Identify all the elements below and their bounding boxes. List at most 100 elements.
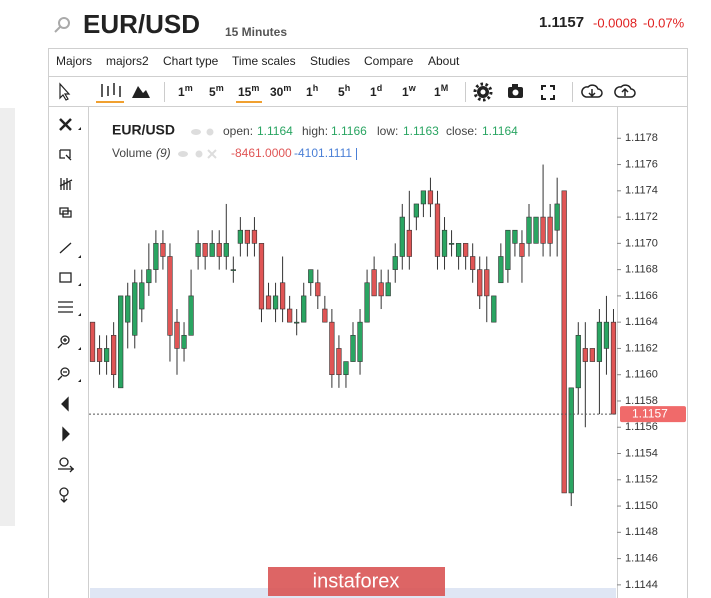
- candle-body: [336, 348, 342, 376]
- price: 1.1157: [539, 14, 584, 31]
- candle-body: [251, 229, 258, 244]
- volume-period: (9): [156, 146, 171, 160]
- candle-body: [315, 282, 321, 297]
- timeframe-unit: w: [408, 83, 417, 93]
- candle-body: [188, 295, 194, 336]
- candle-body: [512, 229, 518, 244]
- candle-body: [399, 216, 405, 257]
- timeframe-unit: h: [313, 83, 319, 93]
- timeframe-number: 1: [178, 85, 185, 99]
- candle-body: [561, 190, 567, 494]
- timeframe[interactable]: 1w: [402, 83, 417, 99]
- zoom-fit-tool[interactable]: [58, 457, 74, 473]
- candle-body: [554, 203, 560, 231]
- candle-body: [322, 308, 328, 323]
- candle-body: [484, 269, 490, 297]
- select-tool[interactable]: [59, 149, 72, 161]
- candle-body: [427, 190, 434, 205]
- timeframe-unit: h: [345, 83, 351, 93]
- candle-body: [371, 269, 377, 297]
- candle-body: [406, 229, 412, 257]
- timeframe[interactable]: 30m: [270, 83, 291, 99]
- menu-item[interactable]: Compare: [364, 54, 414, 68]
- y-tick-label: 1.1168: [625, 264, 658, 276]
- y-tick-label: 1.1176: [625, 158, 658, 170]
- menu-bar: [48, 48, 688, 77]
- cursor-tool[interactable]: [59, 82, 71, 101]
- candles: [89, 164, 617, 507]
- candle-body: [491, 295, 497, 323]
- low-value: 1.1163: [403, 124, 439, 138]
- high-value: 1.1166: [331, 124, 367, 138]
- candle-body: [132, 282, 138, 336]
- low-label: low:: [377, 124, 398, 138]
- y-tick-label: 1.1164: [625, 316, 658, 328]
- download-icon[interactable]: [581, 84, 603, 98]
- timeframe[interactable]: 1m: [178, 83, 193, 99]
- camera-icon[interactable]: [508, 84, 523, 98]
- rect-tool[interactable]: [59, 272, 72, 283]
- fib-tool[interactable]: [58, 301, 73, 313]
- candle-body: [265, 295, 272, 310]
- menu-item[interactable]: About: [428, 54, 460, 68]
- change-pct: -0.07%: [643, 15, 685, 30]
- fullscreen-icon[interactable]: [541, 85, 555, 100]
- menu-item[interactable]: Studies: [310, 54, 350, 68]
- candle-body: [519, 243, 525, 257]
- symbol: EUR/USD: [83, 9, 200, 39]
- indicator-tool[interactable]: [59, 178, 73, 190]
- candle-body: [272, 295, 279, 310]
- legend-icons: [178, 128, 217, 159]
- scroll-right[interactable]: [62, 426, 70, 442]
- candle-body: [568, 387, 574, 494]
- scroll-left[interactable]: [61, 396, 69, 412]
- menu-item[interactable]: Time scales: [232, 54, 296, 68]
- area-tool[interactable]: [132, 86, 150, 98]
- zoom-out-tool[interactable]: [57, 367, 70, 381]
- timeframe-unit: m: [251, 83, 259, 93]
- candle-body: [111, 334, 117, 376]
- timeframe[interactable]: 1M: [434, 83, 448, 99]
- timeframe-number: 30: [270, 85, 284, 99]
- settings-icon[interactable]: [473, 82, 493, 102]
- candle-body: [575, 334, 581, 389]
- timeframe-number: 1: [370, 85, 377, 99]
- menu-item[interactable]: majors2: [106, 54, 149, 68]
- candle-body: [103, 348, 110, 362]
- candle-body: [378, 282, 384, 297]
- timeframe[interactable]: 15m: [238, 83, 259, 99]
- candle-body: [89, 321, 96, 362]
- zoom-in-tool[interactable]: [57, 335, 70, 349]
- zoom-reset-tool[interactable]: [59, 487, 69, 503]
- menu-item[interactable]: Majors: [56, 54, 92, 68]
- layer-tool[interactable]: [59, 207, 72, 218]
- candle-body: [139, 282, 145, 310]
- candle-body: [146, 269, 152, 284]
- candle-body: [589, 348, 595, 362]
- y-tick-label: 1.1172: [625, 211, 658, 223]
- candle-body: [470, 256, 476, 270]
- candle-body: [441, 229, 448, 257]
- timeframe[interactable]: 1d: [370, 83, 382, 99]
- timeframe-number: 1: [402, 85, 409, 99]
- candle-body: [385, 282, 391, 297]
- candle-body: [174, 321, 180, 349]
- y-tick-label: 1.1156: [625, 421, 658, 433]
- open-value: 1.1164: [257, 124, 293, 138]
- timeframe[interactable]: 1h: [306, 83, 318, 99]
- candle-body: [364, 282, 370, 323]
- timeframe[interactable]: 5m: [209, 83, 224, 99]
- candle-body: [357, 321, 363, 362]
- menu-item[interactable]: Chart type: [163, 54, 219, 68]
- line-tool[interactable]: [59, 242, 72, 254]
- search-icon[interactable]: [54, 17, 70, 33]
- candle-tool[interactable]: [101, 83, 121, 97]
- timeframe[interactable]: 5h: [338, 83, 350, 99]
- timeframe-number: 5: [209, 85, 216, 99]
- y-tick-label: 1.1166: [625, 290, 658, 302]
- clear-tool[interactable]: [59, 118, 72, 131]
- upload-icon[interactable]: [614, 84, 636, 98]
- y-tick-label: 1.1160: [625, 369, 658, 381]
